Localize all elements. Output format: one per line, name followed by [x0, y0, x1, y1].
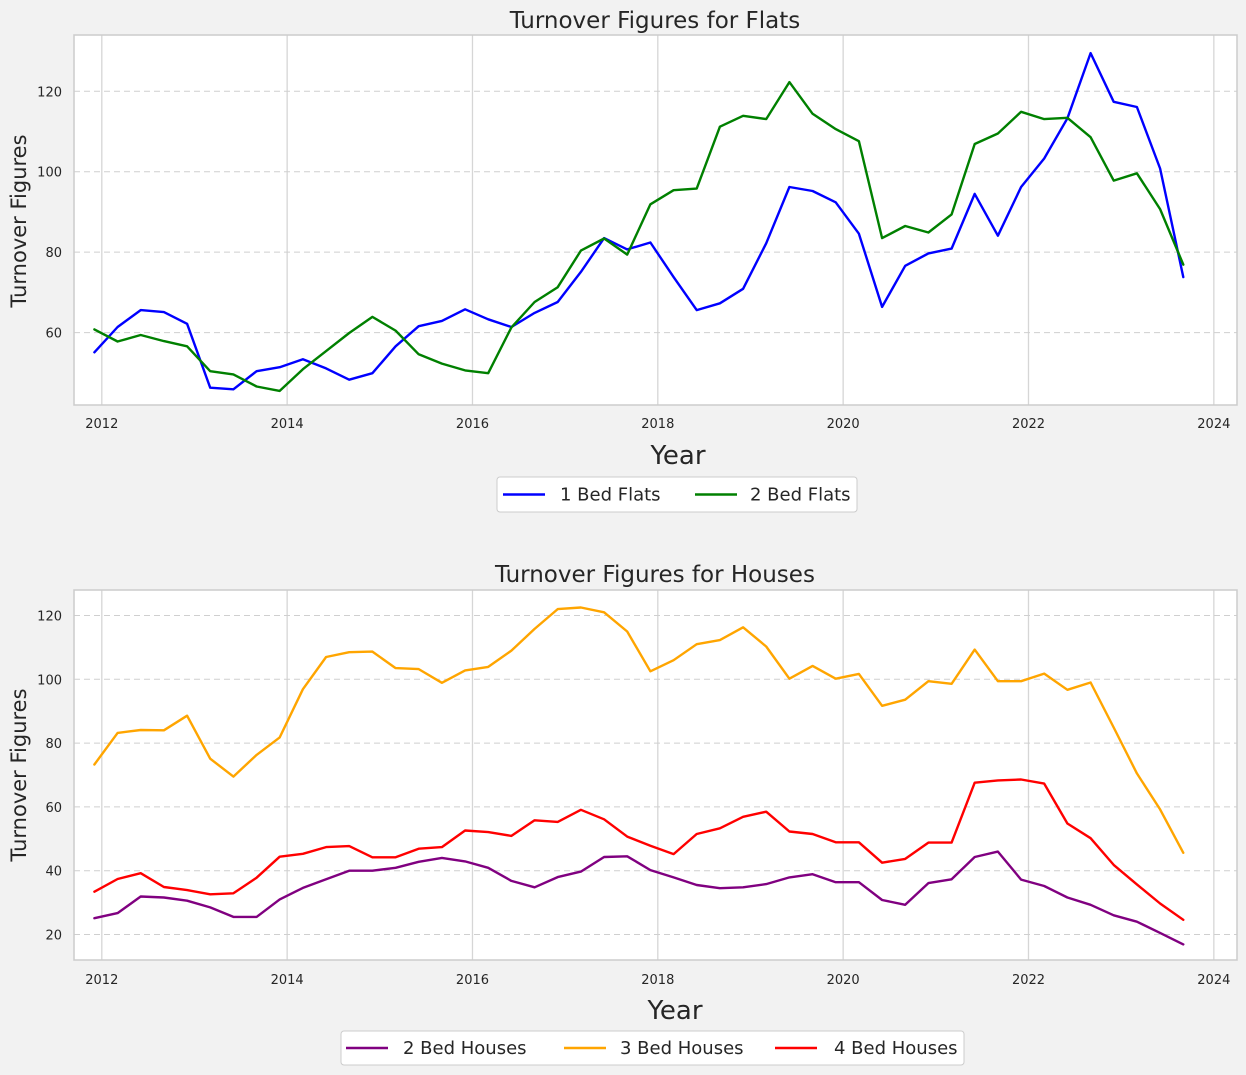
series-line-3-bed-houses	[93, 606, 1185, 854]
legend-box	[496, 476, 858, 513]
y-tick-label: 60	[45, 801, 62, 816]
y-tick-label: 100	[37, 673, 62, 688]
x-tick-label: 2014	[271, 417, 304, 432]
x-tick-label: 2018	[641, 417, 674, 432]
y-tick-label: 100	[37, 166, 62, 181]
x-tick-label: 2014	[271, 973, 304, 988]
legend-box	[340, 1030, 965, 1066]
y-axis-label: Turnover Figures	[7, 134, 31, 308]
series-line-2-bed-flats	[93, 80, 1185, 393]
x-tick-label: 2020	[827, 973, 860, 988]
legend-label: 2 Bed Flats	[750, 485, 851, 506]
chart-title: Turnover Figures for Houses	[494, 562, 815, 588]
y-tick-label: 60	[45, 327, 62, 342]
chart-panel-2: 2012 2014 2016 2018 2020 2022 2024 20 40 60 80 100 1…	[7, 562, 1238, 1066]
y-tick-label: 120	[37, 85, 62, 100]
chart-title: Turnover Figures for Flats	[509, 8, 801, 34]
legend-label: 3 Bed Houses	[620, 1038, 744, 1059]
x-tick-label: 2020	[827, 417, 860, 432]
plot-frame	[73, 589, 1238, 961]
x-tick-label: 2024	[1197, 417, 1230, 432]
x-tick-label: 2022	[1012, 417, 1045, 432]
x-axis-label: Year	[649, 441, 705, 471]
series-line-4-bed-houses	[93, 778, 1185, 921]
x-tick-label: 2024	[1197, 973, 1230, 988]
plot-frame	[73, 34, 1238, 406]
series-line-1-bed-flats	[93, 51, 1185, 391]
y-tick-label: 80	[45, 246, 62, 261]
x-tick-label: 2012	[85, 973, 118, 988]
legend: 2 Bed Houses 3 Bed Houses 4 Bed Houses	[340, 1030, 965, 1066]
legend-label: 4 Bed Houses	[834, 1038, 958, 1059]
y-tick-label: 120	[37, 610, 62, 625]
plot-area	[74, 35, 1237, 405]
x-tick-label: 2012	[85, 417, 118, 432]
x-axis-label: Year	[646, 996, 702, 1026]
legend-label: 2 Bed Houses	[403, 1038, 527, 1059]
y-tick-label: 80	[45, 737, 62, 752]
y-tick-label: 40	[45, 865, 62, 880]
chart-panel-1: 2012 2014 2016 2018 2020 2022 2024 60 80 100 120 Tu…	[7, 8, 1238, 513]
series-line-2-bed-houses	[93, 850, 1185, 946]
y-axis-label: Turnover Figures	[7, 688, 31, 862]
legend: 1 Bed Flats 2 Bed Flats	[496, 476, 858, 513]
plot-area	[74, 590, 1237, 960]
x-tick-label: 2018	[641, 973, 674, 988]
x-tick-label: 2022	[1012, 973, 1045, 988]
legend-label: 1 Bed Flats	[560, 485, 661, 506]
y-tick-label: 20	[45, 928, 62, 943]
x-tick-label: 2016	[456, 973, 489, 988]
x-tick-label: 2016	[456, 417, 489, 432]
